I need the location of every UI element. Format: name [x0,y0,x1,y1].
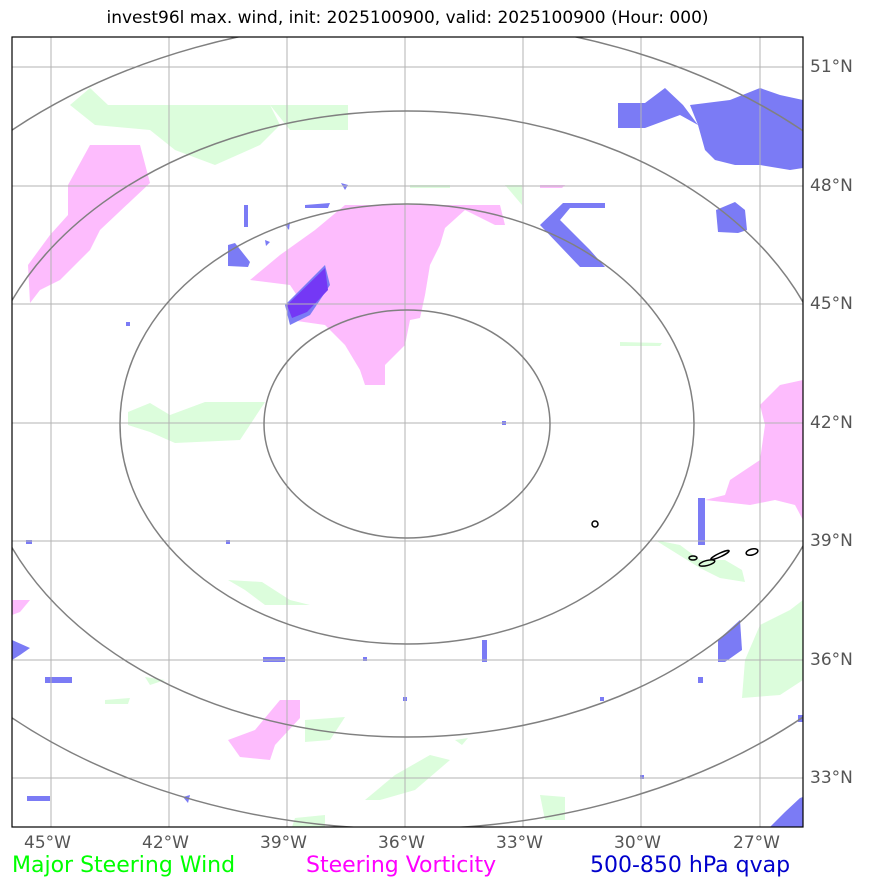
lon-tick-label: 36°W [378,833,425,853]
lon-tick-label: 27°W [733,833,780,853]
lat-tick-label: 42°N [810,413,853,433]
legend-qvap: 500-850 hPa qvap [590,853,791,878]
lon-tick-label: 39°W [260,833,307,853]
map-title: invest96l max. wind, init: 2025100900, v… [106,8,709,28]
lat-tick-label: 45°N [810,294,853,314]
qvap-maximum-area [287,268,328,318]
lon-tick-label: 33°W [496,833,543,853]
range-rings [12,37,803,827]
lat-tick-label: 36°N [810,650,853,670]
lat-tick-label: 48°N [810,176,853,196]
lat-tick-label: 39°N [810,531,853,551]
steering-vorticity-areas [12,145,803,760]
graticule [12,37,803,827]
lon-tick-label: 30°W [614,833,661,853]
lat-tick-label: 51°N [810,57,853,77]
lat-tick-label: 33°N [810,768,853,788]
legend-steering-wind: Major Steering Wind [12,853,236,878]
lon-tick-label: 42°W [142,833,189,853]
legend-steering-vorticity: Steering Vorticity [306,853,497,878]
steering-wind-areas [70,88,803,827]
lon-tick-label: 45°W [24,833,71,853]
max-wind-contours [591,520,759,567]
plot-frame [11,36,804,828]
